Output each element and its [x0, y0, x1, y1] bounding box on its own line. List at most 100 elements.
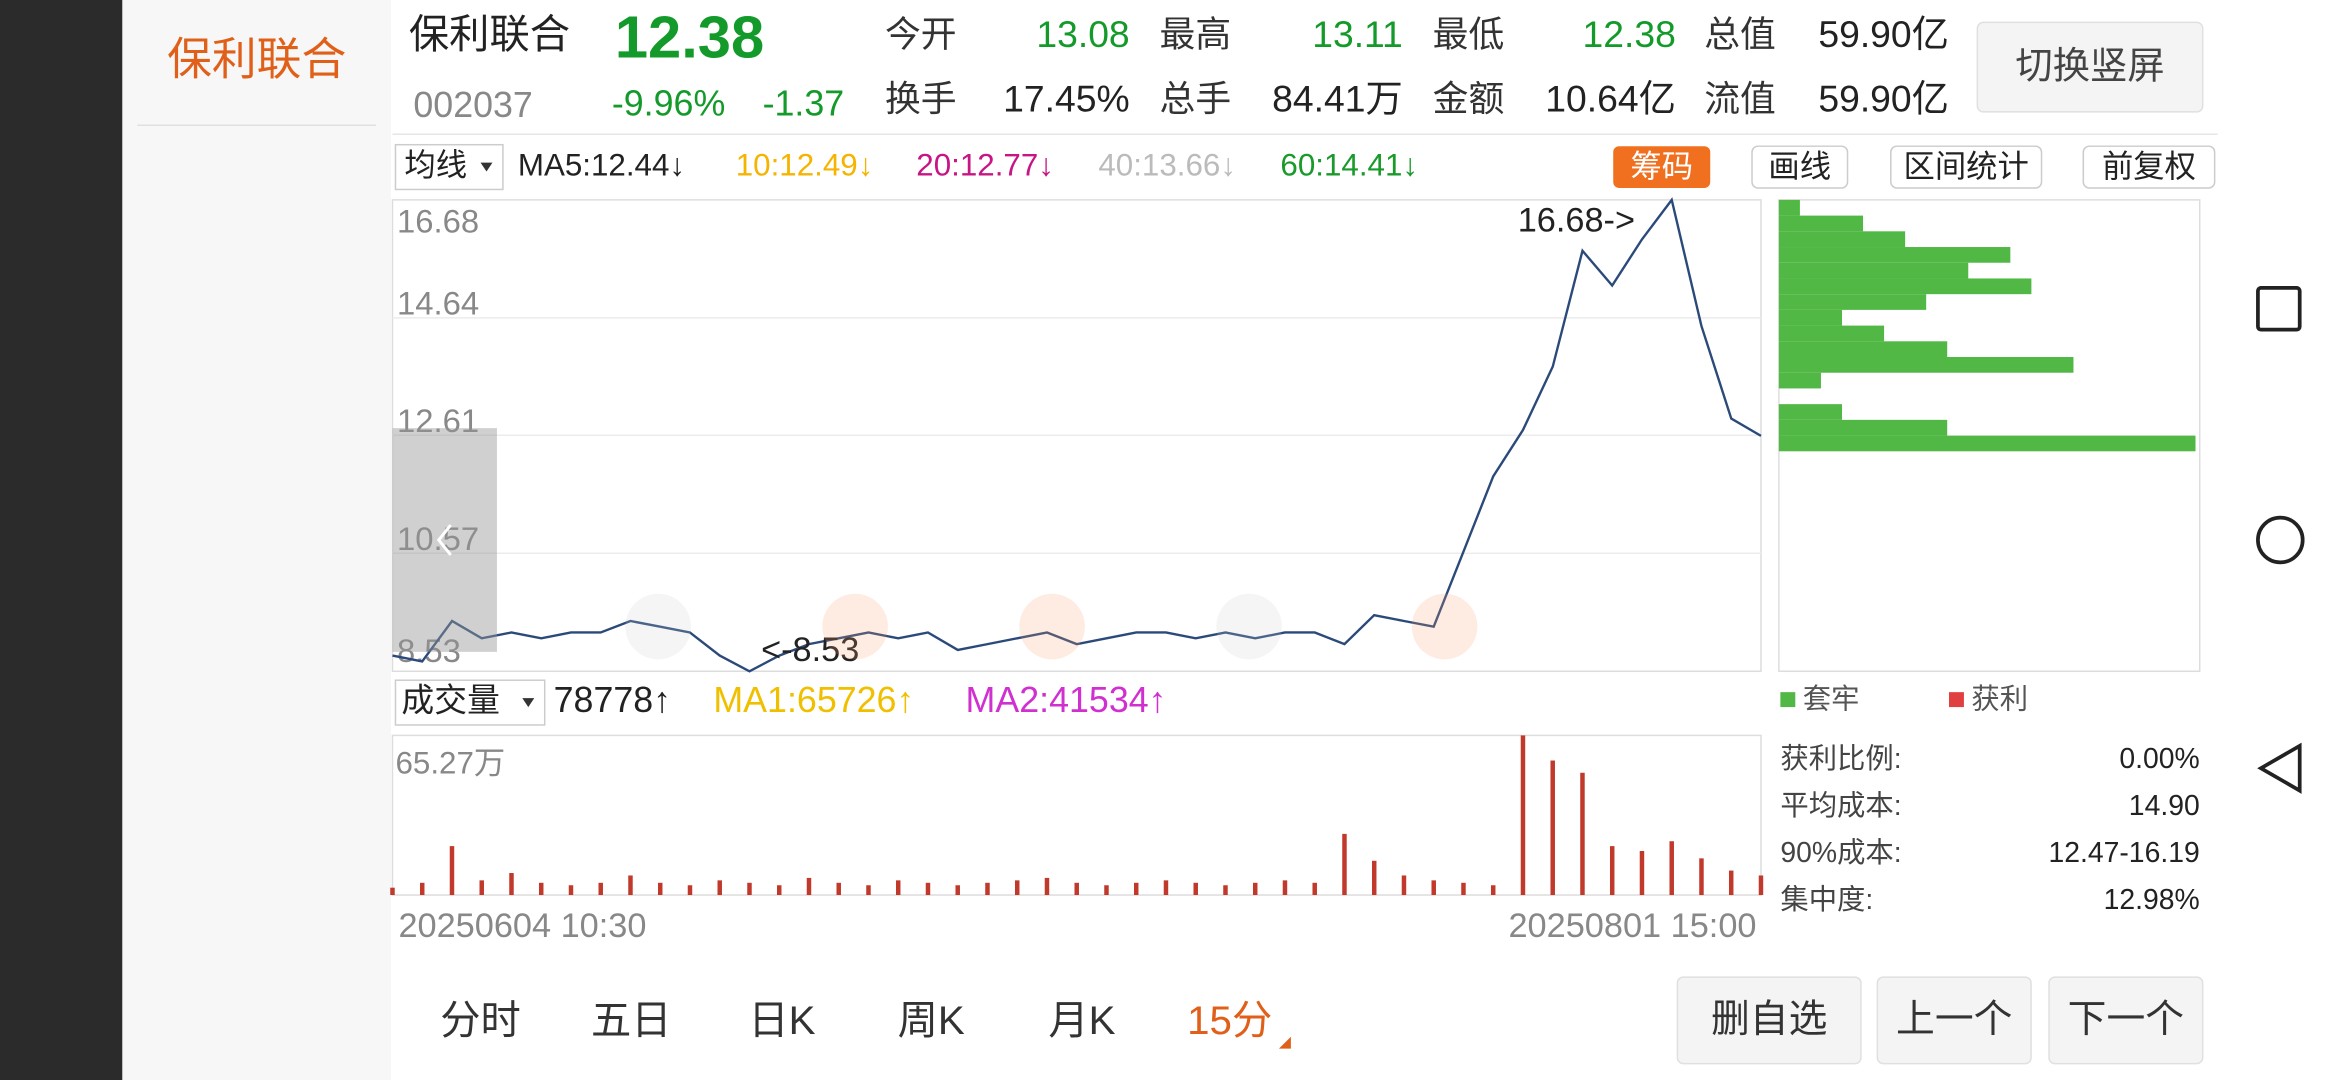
volume-bar	[1431, 880, 1436, 896]
volume-bar	[1639, 851, 1645, 896]
period-tab[interactable]: 15分	[1187, 998, 1272, 1043]
volume-bar	[1520, 735, 1526, 896]
volume-bar	[1401, 875, 1407, 896]
volume-selector-label: 成交量	[401, 681, 499, 718]
period-tab[interactable]: 五日	[591, 998, 672, 1043]
stat-value: 12.38	[1583, 13, 1676, 55]
chip-bar	[1778, 372, 1821, 389]
ma-value: MA5:12.44↓	[518, 147, 685, 182]
stat-value: 13.11	[1312, 13, 1403, 55]
ma-value: 20:12.77↓	[916, 147, 1054, 182]
side-panel	[122, 0, 391, 1080]
volume-bar	[479, 880, 484, 896]
left-bezel	[0, 0, 123, 1080]
volume-bar	[1252, 882, 1258, 896]
chip-bar	[1778, 309, 1843, 326]
stat-label: 金额	[1433, 79, 1505, 119]
volume-bar	[1342, 833, 1347, 896]
volume-bar	[1282, 880, 1288, 896]
tool-button[interactable]	[1751, 145, 1849, 189]
stat-label: 最低	[1433, 15, 1505, 55]
dropdown-icon	[480, 162, 493, 172]
volume-bar	[1193, 882, 1198, 896]
scroll-handle[interactable]	[392, 428, 497, 652]
switch-button[interactable]	[1976, 21, 2204, 113]
stat-label: 今开	[885, 15, 957, 55]
volume-bar	[390, 887, 395, 896]
ma-selector-label: 均线	[404, 147, 467, 182]
stat-value: 59.90亿	[1818, 13, 1949, 55]
volume-bar	[955, 885, 960, 896]
chip-stat-label: 获利比例:	[1780, 743, 1901, 775]
period-tab[interactable]: 分时	[440, 998, 521, 1043]
chip-bar	[1778, 247, 2011, 263]
action-button-label: 删自选	[1711, 998, 1827, 1041]
scroll-arrow	[436, 524, 452, 556]
chip-bar	[1778, 215, 1864, 232]
control-button[interactable]	[625, 593, 691, 660]
stat-value: 59.90亿	[1818, 77, 1949, 119]
tool-button[interactable]	[1890, 145, 2043, 189]
action-button[interactable]	[2048, 976, 2204, 1065]
stat-label: 总值	[1704, 15, 1776, 55]
stat-value: 84.41万	[1272, 77, 1403, 119]
dropdown-icon	[522, 698, 535, 708]
x-label: 20250604 10:30	[398, 907, 646, 945]
volume-ma-value: MA2:41534↑	[966, 680, 1167, 720]
volume-bar	[1490, 885, 1496, 896]
tool-button[interactable]	[1613, 146, 1711, 188]
period-tab[interactable]: 日K	[748, 998, 815, 1043]
action-button-label: 下一个	[2068, 998, 2184, 1041]
nav-home[interactable]	[2256, 515, 2305, 565]
volume-bar	[1104, 885, 1109, 896]
control-button[interactable]	[1411, 593, 1478, 660]
chip-bar	[1778, 262, 1969, 279]
tool-button-label: 画线	[1768, 149, 1831, 184]
chip-stat-value: 12.47-16.19	[2048, 837, 2199, 869]
volume-bar	[419, 882, 425, 896]
chip-stat-value: 12.98%	[2104, 884, 2200, 916]
control-button[interactable]	[1216, 593, 1282, 660]
chip-bar	[1778, 404, 1843, 420]
ma-value: 10:12.49↓	[736, 147, 874, 182]
stock-code: 002037	[413, 85, 532, 125]
chip-bar	[1778, 325, 1885, 342]
volume-bar	[1044, 877, 1050, 896]
volume-bar	[1223, 885, 1228, 896]
stock-price: 12.38	[615, 4, 764, 71]
volume-bar	[1728, 870, 1734, 896]
chip-stat-label: 90%成本:	[1780, 837, 1901, 869]
volume-bar	[1699, 858, 1704, 896]
action-button[interactable]	[1676, 976, 1862, 1065]
volume-ma-value: 78778↑	[554, 680, 671, 720]
period-tab[interactable]: 月K	[1048, 998, 1115, 1043]
volume-frame	[391, 734, 1762, 896]
stat-label: 流值	[1704, 79, 1776, 119]
nav-back[interactable]	[2257, 742, 2302, 794]
stat-label: 最高	[1160, 15, 1232, 55]
stat-label: 换手	[885, 79, 957, 119]
control-button[interactable]	[822, 593, 888, 660]
chip-stat-label: 集中度:	[1780, 884, 1873, 916]
volume-bar	[1074, 882, 1079, 896]
volume-bar	[568, 885, 574, 896]
tool-button[interactable]	[2082, 145, 2216, 189]
period-tab[interactable]: 周K	[898, 998, 965, 1043]
y-tick-label: 16.68	[397, 202, 479, 239]
nav-recent[interactable]	[2256, 286, 2302, 332]
volume-bar	[657, 882, 663, 896]
chip-stat-label: 平均成本:	[1780, 790, 1901, 822]
volume-selector[interactable]	[394, 679, 546, 726]
control-button[interactable]	[1019, 593, 1085, 660]
volume-bar	[1461, 882, 1466, 896]
volume-bar	[509, 873, 514, 896]
price-line	[392, 197, 1762, 673]
stat-value: 13.08	[1036, 13, 1129, 55]
change: -1.37	[763, 83, 845, 123]
action-button[interactable]	[1876, 976, 2032, 1065]
chip-bar	[1778, 231, 1906, 248]
volume-bar	[1014, 880, 1020, 896]
side-title: 保利联合	[167, 34, 346, 84]
tool-button-label: 筹码	[1630, 149, 1693, 184]
